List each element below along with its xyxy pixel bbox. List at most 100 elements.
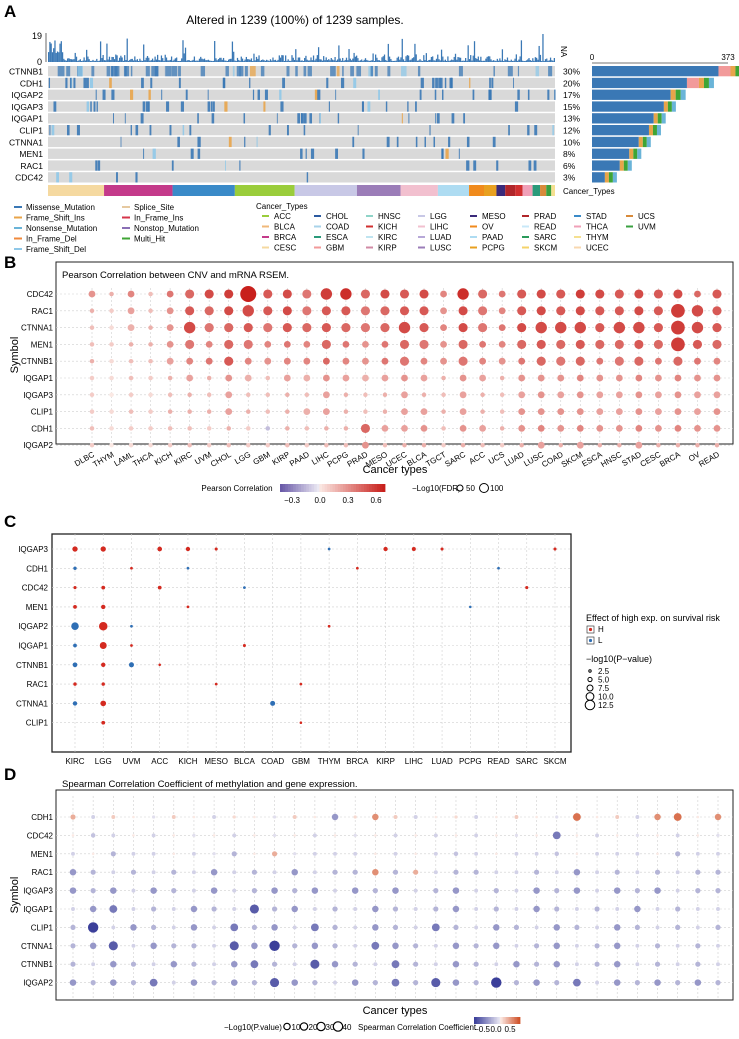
top-count-bar: [235, 60, 237, 62]
mutation-cell: [239, 66, 244, 77]
bubble-d: [595, 980, 600, 985]
top-count-bar: [453, 56, 455, 62]
cancer-type-cell: [532, 185, 541, 196]
bubble-b: [109, 392, 114, 398]
bubble-b: [302, 306, 312, 316]
bubble-b: [518, 374, 526, 382]
bubble-b: [441, 375, 446, 381]
top-count-bar: [208, 60, 211, 62]
gene-label: CDC42: [15, 173, 43, 183]
bubble-d: [695, 888, 701, 894]
x-tick-label: UVM: [123, 757, 141, 766]
bubble-b: [380, 323, 390, 333]
colorbar-cell-b: [306, 484, 310, 492]
side-bar-other: [637, 148, 642, 159]
y-tick-label: CDH1: [31, 424, 53, 433]
top-count-bar: [514, 58, 516, 62]
top-count-bar: [420, 60, 422, 62]
cancer-type-cell: [551, 185, 555, 196]
y-tick-label: IQGAP1: [23, 374, 53, 383]
side-bar-other: [708, 77, 714, 89]
top-count-bar: [136, 59, 138, 62]
top-count-bar: [362, 60, 364, 62]
side-bar-other: [703, 77, 709, 89]
bubble-d: [413, 815, 418, 819]
top-count-bar: [359, 60, 362, 62]
y-tick-label: IQGAP2: [18, 622, 48, 631]
top-count-bar: [282, 55, 284, 62]
bubble-b: [653, 289, 663, 299]
mutation-cell: [171, 160, 174, 171]
bubble-d: [69, 868, 77, 876]
bubble-b: [89, 358, 95, 364]
bubble-b: [712, 323, 722, 333]
top-count-bar: [300, 60, 302, 62]
bubble-d: [150, 942, 157, 950]
bubble-b: [264, 341, 272, 348]
mutation-cell: [533, 160, 537, 171]
bubble-b: [399, 356, 410, 366]
top-count-bar: [367, 60, 369, 62]
mutation-cell: [303, 66, 307, 77]
colorbar-cell-d: [489, 1017, 492, 1024]
bubble-b: [671, 320, 685, 335]
bubble-b: [380, 289, 390, 299]
bubble-b: [322, 391, 330, 399]
bubble-b: [183, 321, 196, 334]
gene-label: CDH1: [20, 78, 43, 88]
bubble-d: [191, 888, 196, 893]
top-count-bar: [480, 56, 482, 62]
colorbar-cell-b: [358, 484, 362, 492]
bubble-b: [420, 357, 428, 365]
mutation-cell: [340, 77, 345, 89]
mutation-cell: [66, 125, 70, 136]
mutation-cell: [367, 101, 371, 112]
top-count-bar: [401, 38, 403, 62]
bubble-b: [694, 374, 701, 382]
cancer-type-cell: [546, 185, 552, 196]
cancer-type-cell: [469, 185, 484, 196]
colorbar-cell-b: [285, 484, 289, 492]
legend-title-c: Effect of high exp. on survival risk: [586, 613, 720, 623]
bubble-d: [533, 887, 540, 894]
bubble-d: [130, 961, 137, 967]
top-count-bar: [112, 57, 114, 62]
top-count-bar: [434, 60, 436, 62]
mutation-cell: [493, 66, 495, 77]
top-count-bar: [107, 59, 109, 62]
bubble-b: [148, 409, 153, 414]
top-count-bar: [108, 56, 111, 62]
colorbar-cell-b: [335, 484, 339, 492]
cancer-legend-label: THCA: [586, 223, 608, 232]
size-tick-c: 2.5: [598, 667, 610, 676]
size-tick-d: 40: [343, 1023, 352, 1032]
bubble-b: [399, 339, 410, 349]
top-count-bar: [538, 45, 540, 62]
top-count-bar: [188, 60, 190, 62]
bubble-d: [312, 870, 317, 875]
bubble-d: [615, 815, 620, 819]
bubble-b: [479, 425, 487, 432]
bubble-b: [243, 339, 253, 349]
bubble-b: [440, 290, 447, 298]
mutation-cell: [353, 77, 357, 89]
bubble-d: [151, 906, 157, 912]
bubble-b: [614, 339, 624, 349]
bubble-d: [272, 833, 277, 838]
mutation-cell: [386, 136, 390, 148]
bubble-b: [381, 357, 389, 365]
size-tick-c: 7.5: [598, 684, 610, 693]
bubble-d: [130, 980, 137, 986]
bubble-d: [353, 833, 357, 838]
bubble-b: [694, 357, 701, 365]
top-count-bar: [49, 41, 51, 62]
top-count-bar: [549, 57, 552, 62]
top-count-bar: [50, 43, 52, 62]
size-tick-c: 12.5: [598, 701, 614, 710]
bubble-b: [109, 442, 114, 448]
top-count-bar: [211, 60, 213, 62]
top-count-bar: [533, 60, 535, 62]
top-count-bar: [143, 44, 145, 62]
bubble-b: [303, 374, 311, 382]
mutation-cell: [335, 89, 337, 100]
